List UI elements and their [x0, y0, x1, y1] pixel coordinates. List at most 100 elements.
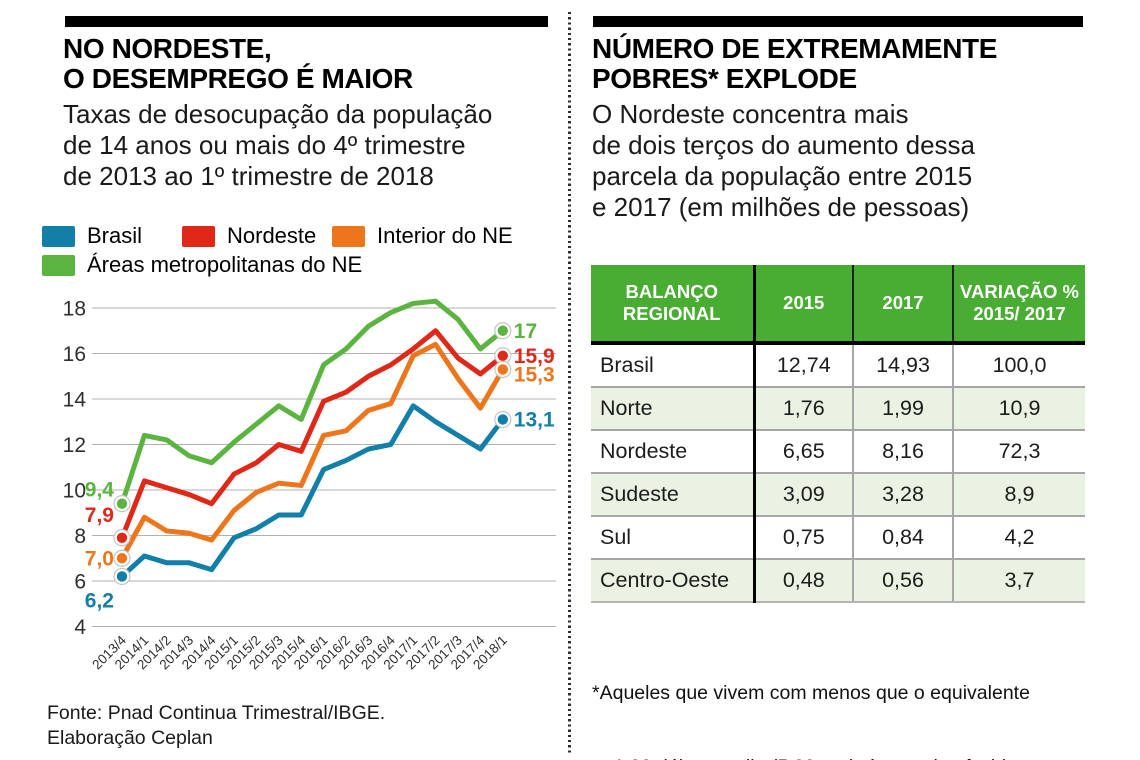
variation-cell: 72,3 [953, 429, 1085, 473]
series-start-value-label: 7,9 [85, 504, 114, 527]
series-end-value-label: 15,9 [514, 345, 555, 368]
value-2017-cell: 0,56 [853, 558, 954, 603]
header-cell-2017: 2017 [853, 265, 954, 345]
y-axis-label: 14 [63, 389, 87, 412]
value-2015-cell: 3,09 [754, 472, 854, 516]
series-end-value-label: 13,1 [514, 408, 555, 431]
variation-cell: 3,7 [953, 558, 1085, 603]
right-subtitle-line-3: parcela da população entre 2015 [592, 161, 973, 191]
legend-swatch [42, 254, 75, 276]
source-line-1: Fonte: Pnad Continua Trimestral/IBGE. [47, 702, 386, 724]
series-end-dot [497, 414, 508, 425]
region-cell: Brasil [591, 343, 756, 387]
value-2015-cell: 1,76 [754, 386, 854, 430]
region-cell: Sudeste [591, 472, 756, 516]
series-end-value-label: 17 [514, 320, 537, 343]
value-2015-cell: 12,74 [754, 343, 854, 387]
legend-label: Brasil [87, 223, 143, 248]
left-title-line-1: NO NORDESTE, [63, 33, 272, 64]
y-axis-label: 4 [74, 616, 86, 639]
variation-cell: 10,9 [953, 386, 1085, 430]
variation-cell: 4,2 [953, 515, 1085, 559]
left-panel-subtitle: Taxas de desocupação da população de 14 … [63, 99, 492, 192]
series-end-dot [497, 325, 508, 336]
right-panel-title: NÚMERO DE EXTREMAMENTE POBRES* EXPLODE [592, 34, 997, 94]
value-2017-cell: 3,28 [853, 472, 954, 516]
region-cell: Nordeste [591, 429, 756, 473]
header-cell-2015: 2015 [754, 265, 854, 345]
legend-item--reas-metropolitanas-do-ne: Áreas metropolitanas do NE [42, 252, 362, 278]
footnote-line-2: a 1,90 dólar por dia (5,89 reais à taxa … [592, 755, 1053, 760]
y-axis-label: 10 [63, 480, 86, 503]
left-source-text: Fonte: Pnad Continua Trimestral/IBGE. El… [47, 701, 385, 751]
legend-label: Nordeste [227, 223, 317, 248]
poverty-table-header-row: BALANÇO REGIONAL 2015 2017 VARIAÇÃO % 20… [591, 265, 1085, 345]
right-subtitle-line-1: O Nordeste concentra mais [592, 99, 909, 129]
y-axis-label: 12 [63, 434, 86, 457]
series-start-dot [116, 532, 128, 543]
source-line-2: Elaboração Ceplan [47, 727, 213, 749]
series-end-dot [497, 364, 508, 375]
series-start-dot [116, 571, 128, 582]
left-subtitle-line-2: de 14 anos ou mais do 4º trimestre [63, 130, 466, 160]
series-line-interior-do-ne [119, 341, 506, 561]
header-cell-balanco-regional: BALANÇO REGIONAL [591, 265, 756, 345]
region-cell: Centro-Oeste [591, 558, 756, 603]
right-subtitle-line-4: e 2017 (em milhões de pessoas) [592, 192, 970, 222]
left-subtitle-line-1: Taxas de desocupação da população [63, 99, 493, 129]
left-subtitle-line-3: de 2013 ao 1º trimestre de 2018 [63, 161, 434, 191]
legend-swatch [182, 225, 215, 247]
value-2017-cell: 8,16 [853, 429, 954, 473]
right-footnote: *Aqueles que vivem com menos que o equiv… [592, 632, 1053, 760]
series-start-value-label: 9,4 [85, 479, 115, 502]
series-line-nordeste [119, 328, 506, 541]
table-row-centro-oeste: Centro-Oeste 0,48 0,56 3,7 [591, 558, 1085, 603]
series-end-dot [497, 350, 508, 361]
series-start-dot [116, 498, 128, 509]
y-axis-label: 8 [74, 525, 86, 548]
table-row-sul: Sul 0,75 0,84 4,2 [591, 515, 1085, 559]
series-end-value-label: 15,3 [514, 363, 555, 386]
value-2015-cell: 6,65 [754, 429, 854, 473]
value-2015-cell: 0,75 [754, 515, 854, 559]
left-top-bar [65, 16, 548, 27]
right-panel-subtitle: O Nordeste concentra mais de dois terços… [592, 99, 975, 223]
series-start-value-label: 7,0 [85, 547, 114, 570]
series-line-brasil [119, 403, 506, 579]
table-row-norte: Norte 1,76 1,99 10,9 [591, 386, 1085, 430]
legend-item-interior-do-ne: Interior do NE [332, 223, 513, 249]
y-axis-label: 16 [63, 343, 86, 366]
legend-swatch [42, 225, 75, 247]
variation-cell: 100,0 [992, 353, 1047, 377]
value-2017-cell: 1,99 [853, 386, 954, 430]
y-axis-label: 18 [63, 298, 86, 321]
value-2017-cell: 14,93 [853, 343, 954, 387]
series-start-dot [116, 553, 128, 564]
header-cell-variacao: VARIAÇÃO % 2015/ 2017 [953, 265, 1085, 345]
right-subtitle-line-2: de dois terços do aumento dessa [592, 130, 976, 160]
left-title-line-2: O DESEMPREGO É MAIOR [63, 63, 413, 94]
series-start-value-label: 6,2 [85, 589, 114, 612]
table-row-brasil: Brasil 12,74 14,93 100,0 [591, 343, 1085, 387]
value-2015-cell: 0,48 [754, 558, 854, 603]
legend-label: Áreas metropolitanas do NE [87, 252, 363, 277]
dotted-divider [568, 12, 571, 754]
region-cell: Norte [591, 386, 756, 430]
table-row-nordeste: Nordeste 6,65 8,16 72,3 [591, 429, 1085, 473]
legend-label: Interior do NE [377, 223, 513, 248]
series-line--reas-metropolitanas-do-ne [119, 298, 506, 507]
legend-item-nordeste: Nordeste [182, 223, 316, 249]
value-2017-cell: 0,84 [853, 515, 954, 559]
footnote-line-1: *Aqueles que vivem com menos que o equiv… [592, 682, 1030, 705]
right-title-line-1: NÚMERO DE EXTREMAMENTE [592, 33, 997, 64]
variation-cell: 8,9 [953, 472, 1085, 516]
legend-item-brasil: Brasil [42, 223, 142, 249]
right-title-line-2: POBRES* EXPLODE [592, 63, 857, 94]
right-top-bar [593, 16, 1083, 27]
table-row-sudeste: Sudeste 3,09 3,28 8,9 [591, 472, 1085, 516]
unemployment-line-chart: 46810121416182013/42014/12014/22014/3201… [63, 298, 556, 672]
poverty-table: BALANÇO REGIONAL 2015 2017 VARIAÇÃO % 20… [591, 265, 1085, 603]
y-axis-label: 6 [74, 571, 86, 594]
legend-swatch [332, 225, 365, 247]
